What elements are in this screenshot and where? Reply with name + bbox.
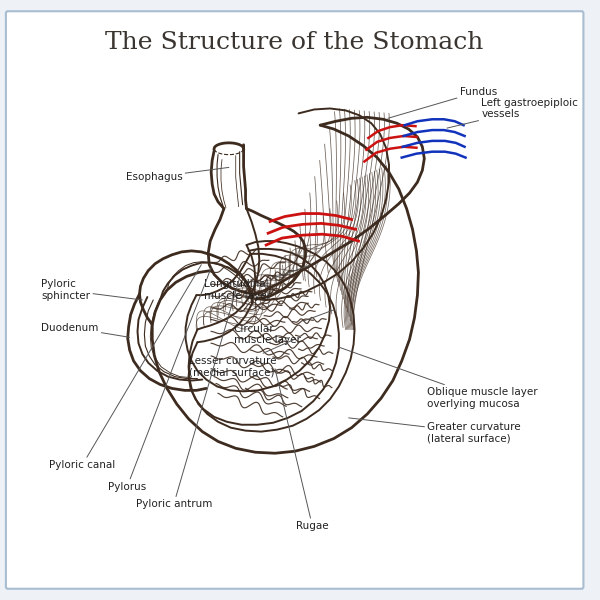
Text: Rugae: Rugae (275, 369, 329, 531)
Text: Pyloric antrum: Pyloric antrum (136, 274, 241, 509)
FancyBboxPatch shape (6, 11, 583, 589)
Text: Pyloric canal: Pyloric canal (49, 265, 202, 470)
Text: Pylorus: Pylorus (108, 268, 211, 491)
Text: Fundus: Fundus (388, 87, 497, 118)
Text: Duodenum: Duodenum (41, 323, 130, 337)
Text: Esophagus: Esophagus (126, 167, 229, 182)
Text: Lesser curvature
(medial surface): Lesser curvature (medial surface) (188, 339, 295, 377)
Text: Left gastroepiploic
vessels: Left gastroepiploic vessels (447, 98, 578, 128)
Text: Longitudinal
muscle layer: Longitudinal muscle layer (204, 266, 310, 301)
Text: Greater curvature
(lateral surface): Greater curvature (lateral surface) (349, 418, 521, 443)
Text: Pyloric
sphincter: Pyloric sphincter (41, 280, 142, 301)
Text: Circular
muscle layer: Circular muscle layer (234, 310, 334, 345)
Text: Oblique muscle layer
overlying mucosa: Oblique muscle layer overlying mucosa (339, 347, 538, 409)
Text: The Structure of the Stomach: The Structure of the Stomach (106, 31, 484, 54)
